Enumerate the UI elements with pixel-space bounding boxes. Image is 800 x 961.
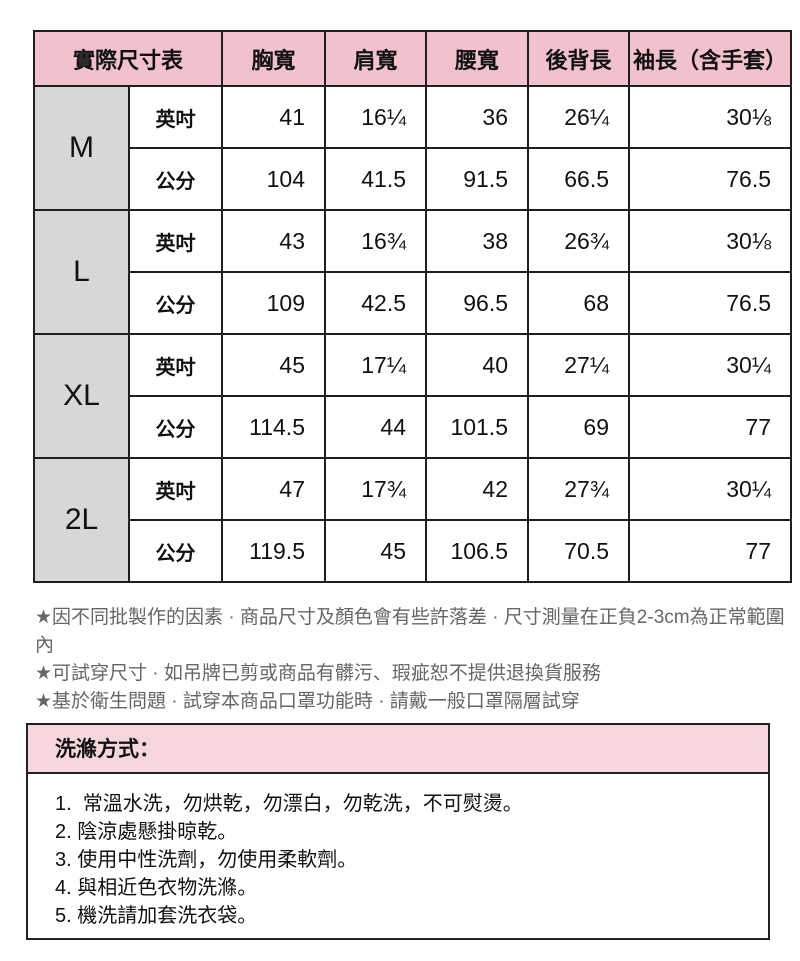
value-cell: 16¼ <box>324 85 427 149</box>
washing-instruction-item: 4. 與相近色衣物洗滌。 <box>55 877 258 899</box>
size-chart-table: 實際尺寸表 胸寬 肩寬 腰寬 後背長 袖長（含手套） M 英吋 41 16¼ 3… <box>33 30 792 583</box>
size-label-m: M <box>33 85 130 211</box>
value-cell: 106.5 <box>425 519 529 583</box>
value-cell: 40 <box>425 333 529 397</box>
size-disclaimer-notes: ★因不同批製作的因素 · 商品尺寸及顏色會有些許落差 · 尺寸測量在正負2-3c… <box>35 604 800 716</box>
value-cell: 66.5 <box>527 147 630 211</box>
value-cell: 114.5 <box>221 395 326 459</box>
value-cell: 91.5 <box>425 147 529 211</box>
value-cell: 96.5 <box>425 271 529 335</box>
value-cell: 41 <box>221 85 326 149</box>
unit-label-cm: 公分 <box>128 147 223 211</box>
washing-instructions-title: 洗滌方式： <box>28 725 768 774</box>
value-cell: 68 <box>527 271 630 335</box>
value-cell: 42 <box>425 457 529 521</box>
value-cell: 43 <box>221 209 326 273</box>
table-row: M 英吋 41 16¼ 36 26¼ 30⅛ <box>33 85 792 211</box>
table-row: 公分 119.5 45 106.5 70.5 77 <box>34 519 792 583</box>
value-cell: 26¼ <box>527 85 630 149</box>
column-header-shoulder: 肩寬 <box>324 30 427 87</box>
value-cell: 44 <box>324 395 427 459</box>
value-cell: 109 <box>221 271 326 335</box>
unit-label-inch: 英吋 <box>128 333 223 397</box>
note-line: ★可試穿尺寸 · 如吊牌已剪或商品有髒污、瑕疵恕不提供退換貨服務 <box>35 663 601 684</box>
value-cell: 76.5 <box>628 271 792 335</box>
value-cell: 17¼ <box>324 333 427 397</box>
unit-label-inch: 英吋 <box>128 209 223 273</box>
value-cell: 76.5 <box>628 147 792 211</box>
size-label-l: L <box>33 209 130 335</box>
unit-label-inch: 英吋 <box>128 457 223 521</box>
column-header-back-length: 後背長 <box>527 30 630 87</box>
washing-instruction-item: 2. 陰涼處懸掛晾乾。 <box>55 821 238 843</box>
value-cell: 30¼ <box>628 457 792 521</box>
column-header-sleeve-length: 袖長（含手套） <box>628 30 792 87</box>
unit-label-cm: 公分 <box>128 271 223 335</box>
washing-instructions-box: 洗滌方式： 1. 常溫水洗，勿烘乾，勿漂白，勿乾洗，不可熨燙。 2. 陰涼處懸掛… <box>26 723 770 940</box>
value-cell: 30¼ <box>628 333 792 397</box>
value-cell: 27¾ <box>527 457 630 521</box>
value-cell: 45 <box>221 333 326 397</box>
value-cell: 30⅛ <box>628 209 792 273</box>
size-label-2l: 2L <box>33 457 130 583</box>
washing-instruction-item: 5. 機洗請加套洗衣袋。 <box>55 905 258 927</box>
unit-label-cm: 公分 <box>128 395 223 459</box>
value-cell: 17¾ <box>324 457 427 521</box>
value-cell: 47 <box>221 457 326 521</box>
value-cell: 45 <box>324 519 427 583</box>
value-cell: 16¾ <box>324 209 427 273</box>
value-cell: 104 <box>221 147 326 211</box>
value-cell: 42.5 <box>324 271 427 335</box>
value-cell: 101.5 <box>425 395 529 459</box>
corner-header-actual-size: 實際尺寸表 <box>33 30 223 87</box>
value-cell: 36 <box>425 85 529 149</box>
unit-label-inch: 英吋 <box>128 85 223 149</box>
value-cell: 26¾ <box>527 209 630 273</box>
unit-label-cm: 公分 <box>128 519 223 583</box>
column-header-chest: 胸寬 <box>221 30 326 87</box>
table-row: XL 英吋 45 17¼ 40 27¼ 30¼ <box>33 333 792 459</box>
note-line: ★基於衛生問題 · 試穿本商品口罩功能時 · 請戴一般口罩隔層試穿 <box>35 691 580 712</box>
value-cell: 38 <box>425 209 529 273</box>
value-cell: 77 <box>628 519 792 583</box>
washing-instruction-item: 1. 常溫水洗，勿烘乾，勿漂白，勿乾洗，不可熨燙。 <box>55 793 523 815</box>
value-cell: 41.5 <box>324 147 427 211</box>
size-label-xl: XL <box>33 333 130 459</box>
table-row: 公分 104 41.5 91.5 66.5 76.5 <box>34 147 792 211</box>
value-cell: 30⅛ <box>628 85 792 149</box>
value-cell: 77 <box>628 395 792 459</box>
washing-instruction-item: 3. 使用中性洗劑，勿使用柔軟劑。 <box>55 849 358 871</box>
note-line: ★因不同批製作的因素 · 商品尺寸及顏色會有些許落差 · 尺寸測量在正負2-3c… <box>35 607 785 656</box>
washing-instructions-list: 1. 常溫水洗，勿烘乾，勿漂白，勿乾洗，不可熨燙。 2. 陰涼處懸掛晾乾。 3.… <box>28 774 768 938</box>
value-cell: 119.5 <box>221 519 326 583</box>
table-row: L 英吋 43 16¾ 38 26¾ 30⅛ <box>33 209 792 335</box>
table-row: 2L 英吋 47 17¾ 42 27¾ 30¼ <box>33 457 792 583</box>
table-row: 公分 114.5 44 101.5 69 77 <box>34 395 792 459</box>
value-cell: 70.5 <box>527 519 630 583</box>
table-row: 公分 109 42.5 96.5 68 76.5 <box>34 271 792 335</box>
value-cell: 69 <box>527 395 630 459</box>
value-cell: 27¼ <box>527 333 630 397</box>
table-header-row: 實際尺寸表 胸寬 肩寬 腰寬 後背長 袖長（含手套） <box>33 30 792 87</box>
column-header-waist: 腰寬 <box>425 30 529 87</box>
